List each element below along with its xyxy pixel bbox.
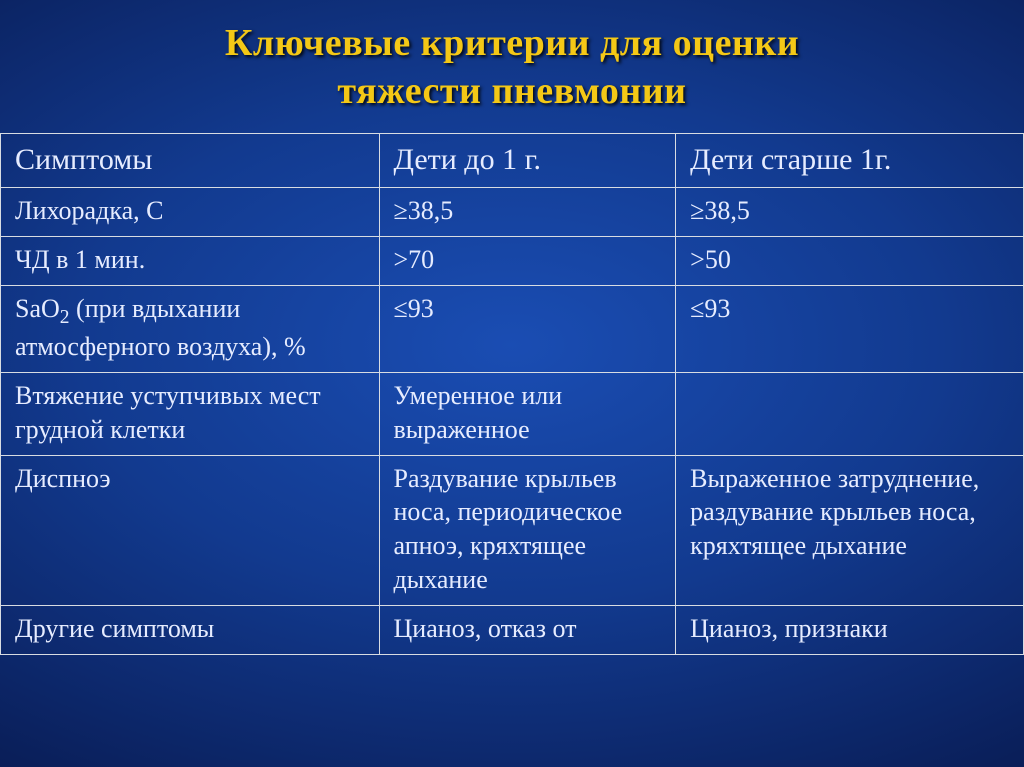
- title-line-2: тяжести пневмонии: [337, 70, 686, 112]
- cell-c2: ≥38,5: [676, 188, 1024, 237]
- table-row: Втяжение уступчивых мест грудной клетки …: [1, 372, 1024, 455]
- cell-c2: Цианоз, признаки: [676, 605, 1024, 654]
- cell-label: Втяжение уступчивых мест грудной клетки: [1, 372, 380, 455]
- table-row: Диспноэ Раздувание крыльев носа, периоди…: [1, 455, 1024, 605]
- header-symptoms: Симптомы: [1, 134, 380, 188]
- table-row: Лихорадка, С ≥38,5 ≥38,5: [1, 188, 1024, 237]
- cell-c1: >70: [379, 236, 676, 285]
- cell-c2: ≤93: [676, 285, 1024, 372]
- title-line-1: Ключевые критерии для оценки: [225, 22, 799, 64]
- cell-c2: >50: [676, 236, 1024, 285]
- slide: Ключевые критерии для оценки тяжести пне…: [0, 0, 1024, 767]
- cell-c1: Умеренное или выраженное: [379, 372, 676, 455]
- header-under-1: Дети до 1 г.: [379, 134, 676, 188]
- cell-c2: Выраженное затруднение, раздувание крыль…: [676, 455, 1024, 605]
- cell-label: ЧД в 1 мин.: [1, 236, 380, 285]
- cell-c1: ≥38,5: [379, 188, 676, 237]
- cell-label: SaO2 (при вдыхании атмосферного воздуха)…: [1, 285, 380, 372]
- cell-c2: [676, 372, 1024, 455]
- cell-c1: ≤93: [379, 285, 676, 372]
- cell-label: Другие симптомы: [1, 605, 380, 654]
- slide-title: Ключевые критерии для оценки тяжести пне…: [0, 0, 1024, 133]
- header-over-1: Дети старше 1г.: [676, 134, 1024, 188]
- table-row: ЧД в 1 мин. >70 >50: [1, 236, 1024, 285]
- cell-c1: Цианоз, отказ от: [379, 605, 676, 654]
- cell-label: Диспноэ: [1, 455, 380, 605]
- cell-label: Лихорадка, С: [1, 188, 380, 237]
- table-row: Другие симптомы Цианоз, отказ от Цианоз,…: [1, 605, 1024, 654]
- cell-c1: Раздувание крыльев носа, периодическое а…: [379, 455, 676, 605]
- table-header-row: Симптомы Дети до 1 г. Дети старше 1г.: [1, 134, 1024, 188]
- table-row: SaO2 (при вдыхании атмосферного воздуха)…: [1, 285, 1024, 372]
- criteria-table: Симптомы Дети до 1 г. Дети старше 1г. Ли…: [0, 133, 1024, 655]
